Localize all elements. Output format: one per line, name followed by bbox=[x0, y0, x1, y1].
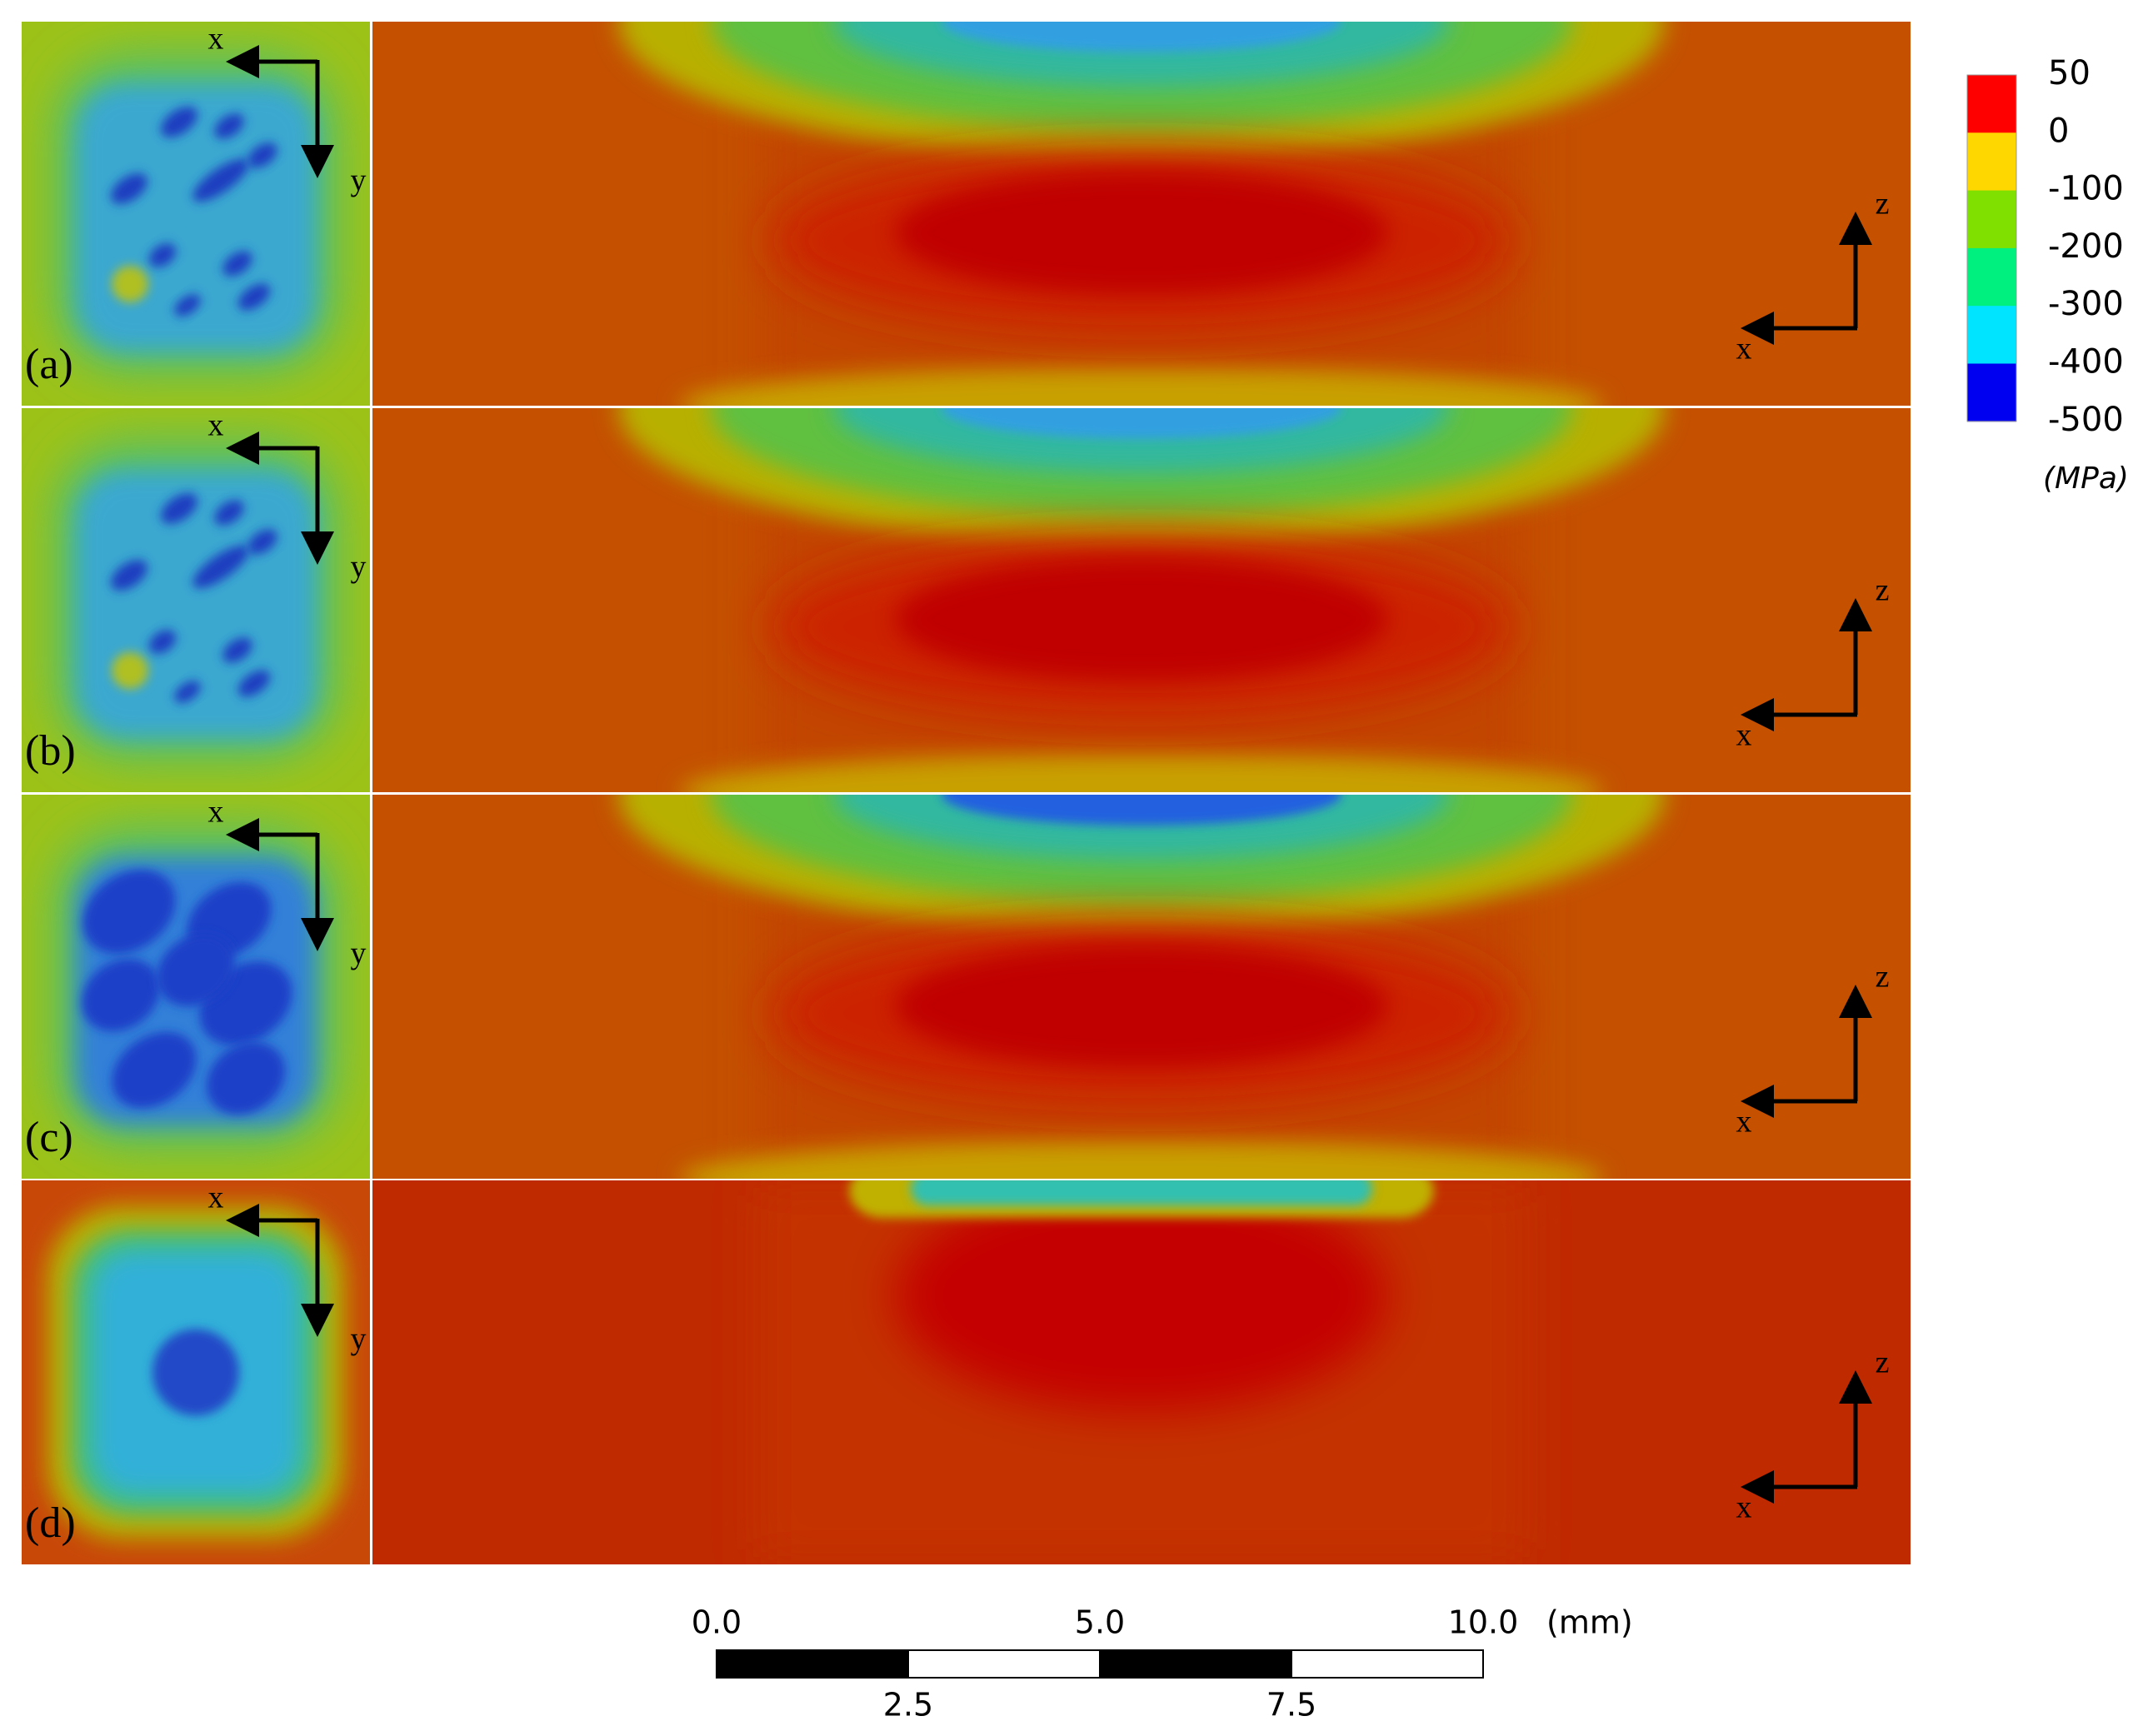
axis-label: y bbox=[351, 163, 367, 198]
axis-label: z bbox=[1876, 187, 1890, 222]
color-band bbox=[1967, 132, 2016, 192]
stress-blob bbox=[192, 545, 249, 589]
field bbox=[680, 753, 1603, 792]
stress-blob bbox=[237, 283, 271, 311]
colorbar-unit: (MPa) bbox=[2043, 461, 2129, 496]
scale-label: 0.0 bbox=[692, 1604, 742, 1641]
field bbox=[895, 944, 1388, 1068]
field bbox=[942, 408, 1341, 439]
stress-blob bbox=[161, 493, 197, 524]
stress-blob bbox=[161, 107, 197, 137]
axis-label: z bbox=[1876, 1345, 1890, 1380]
plan-view bbox=[22, 1180, 370, 1564]
field bbox=[911, 1180, 1372, 1205]
scale-unit: (mm) bbox=[1546, 1604, 1633, 1641]
stress-blob bbox=[111, 560, 147, 591]
scale-segment bbox=[1291, 1649, 1484, 1679]
axis-label: x bbox=[1736, 1490, 1752, 1525]
axis-label: x bbox=[1736, 1105, 1752, 1140]
stress-blob bbox=[157, 933, 235, 1007]
scale-segment bbox=[716, 1649, 909, 1679]
colorbar-frame bbox=[1966, 74, 2017, 422]
axis-label: x bbox=[208, 408, 224, 443]
axis-label: x bbox=[208, 1180, 224, 1215]
field bbox=[680, 367, 1603, 406]
stress-blob bbox=[222, 251, 252, 277]
stress-blob bbox=[112, 1032, 197, 1108]
scale-label: 7.5 bbox=[1266, 1687, 1316, 1724]
field bbox=[76, 84, 316, 352]
stress-blob bbox=[192, 158, 249, 202]
field bbox=[76, 471, 316, 738]
scale-segment bbox=[907, 1649, 1101, 1679]
scale-segment bbox=[1099, 1649, 1292, 1679]
stress-spot bbox=[112, 652, 148, 689]
section-view bbox=[372, 408, 1911, 792]
color-band bbox=[1967, 75, 2016, 133]
scale-label: 5.0 bbox=[1075, 1604, 1125, 1641]
axis-label: y bbox=[351, 936, 367, 971]
section-view bbox=[372, 1180, 1911, 1564]
stress-spot bbox=[112, 266, 148, 302]
stress-blob bbox=[152, 1329, 239, 1416]
stress-blob bbox=[247, 529, 277, 555]
plan-view bbox=[22, 795, 370, 1179]
plan-view bbox=[22, 408, 370, 792]
scale-label: 10.0 bbox=[1448, 1604, 1519, 1641]
axis-label: z bbox=[1876, 960, 1890, 995]
panel-label: (a) bbox=[25, 341, 73, 388]
axis-label: y bbox=[351, 550, 367, 585]
colorbar-label: -100 bbox=[2048, 170, 2124, 208]
stress-blob bbox=[214, 113, 244, 139]
field bbox=[895, 557, 1388, 681]
colorbar-label: -200 bbox=[2048, 227, 2124, 266]
field bbox=[942, 22, 1341, 52]
stress-blob bbox=[237, 670, 271, 697]
color-band bbox=[1967, 363, 2016, 422]
section-view bbox=[372, 795, 1911, 1179]
axis-label: x bbox=[208, 795, 224, 830]
colorbar-label: 50 bbox=[2048, 54, 2091, 92]
color-band bbox=[1967, 190, 2016, 249]
field bbox=[680, 1140, 1603, 1179]
stress-blob bbox=[214, 500, 244, 526]
color-band bbox=[1967, 306, 2016, 364]
colorbar-label: -400 bbox=[2048, 343, 2124, 382]
stress-blob bbox=[148, 243, 177, 267]
panel-label: (b) bbox=[25, 727, 76, 775]
axis-label: x bbox=[1736, 718, 1752, 753]
colorbar-label: 0 bbox=[2048, 112, 2069, 150]
axis-label: x bbox=[208, 22, 224, 57]
field bbox=[942, 795, 1341, 826]
axis-label: z bbox=[1876, 573, 1890, 608]
stress-blob bbox=[174, 294, 201, 317]
stress-blob bbox=[174, 681, 201, 703]
axis-label: x bbox=[1736, 332, 1752, 367]
stress-blob bbox=[82, 958, 160, 1032]
stress-blob bbox=[111, 173, 147, 204]
stress-blob bbox=[148, 630, 177, 654]
color-band bbox=[1967, 247, 2016, 307]
field bbox=[895, 171, 1388, 295]
colorbar-label: -300 bbox=[2048, 285, 2124, 323]
panel-label: (c) bbox=[25, 1114, 73, 1161]
field bbox=[895, 1180, 1388, 1411]
plan-view bbox=[22, 22, 370, 406]
stress-blob bbox=[247, 142, 277, 168]
axis-label: y bbox=[351, 1322, 367, 1357]
panel-label: (d) bbox=[25, 1499, 76, 1547]
colorbar-label: -500 bbox=[2048, 401, 2124, 439]
stress-blob bbox=[222, 637, 252, 663]
stress-blob bbox=[82, 870, 176, 954]
scale-label: 2.5 bbox=[883, 1687, 933, 1724]
section-view bbox=[372, 22, 1911, 406]
stress-blob bbox=[207, 1041, 285, 1115]
